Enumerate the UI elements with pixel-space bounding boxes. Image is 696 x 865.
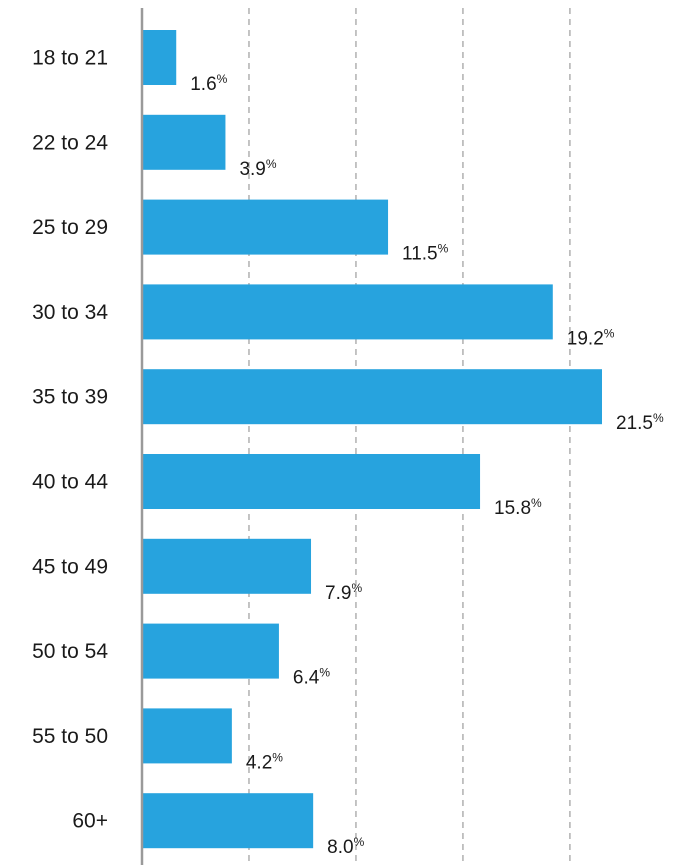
bar-4 — [142, 284, 553, 340]
value-number-9: 4.2 — [246, 752, 272, 773]
bar-7 — [142, 538, 312, 594]
value-number-6: 15.8 — [494, 498, 531, 519]
gridlines — [248, 8, 571, 865]
value-label-2: 3.9% — [239, 157, 276, 180]
labels: 18 to 21 1.6% 22 to 24 3.9% 25 to 29 11.5% 30 … — [32, 47, 664, 859]
value-number-7: 7.9 — [325, 583, 351, 604]
bar-6 — [142, 454, 481, 509]
percent-sign-3: % — [438, 242, 449, 256]
bar-2 — [142, 114, 226, 170]
value-number-2: 3.9 — [239, 159, 265, 180]
value-label-3: 11.5% — [402, 242, 449, 265]
bar-5 — [142, 369, 602, 425]
category-label-1: 18 to 21 — [32, 47, 108, 70]
percent-sign-6: % — [531, 496, 542, 510]
bar-3 — [142, 199, 389, 255]
value-number-5: 21.5 — [616, 413, 653, 434]
value-label-7: 7.9% — [325, 581, 362, 604]
category-label-2: 22 to 24 — [32, 131, 108, 154]
percent-sign-1: % — [217, 72, 228, 86]
category-label-8: 50 to 54 — [32, 640, 108, 663]
bar-1 — [142, 30, 177, 85]
value-label-10: 8.0% — [327, 835, 364, 858]
bar-8 — [142, 623, 279, 679]
category-label-6: 40 to 44 — [32, 471, 108, 494]
percent-sign-2: % — [266, 157, 277, 171]
value-label-6: 15.8% — [494, 496, 542, 519]
bar-9 — [142, 708, 232, 764]
value-number-1: 1.6 — [190, 74, 216, 95]
percent-sign-7: % — [351, 581, 362, 595]
value-number-3: 11.5 — [402, 244, 438, 265]
percent-sign-4: % — [604, 326, 615, 340]
category-label-9: 55 to 50 — [32, 725, 108, 748]
category-label-5: 35 to 39 — [32, 386, 108, 409]
category-label-3: 25 to 29 — [32, 216, 108, 239]
value-number-4: 19.2 — [567, 328, 604, 349]
category-label-7: 45 to 49 — [32, 555, 108, 578]
value-label-5: 21.5% — [616, 411, 664, 434]
value-label-1: 1.6% — [190, 72, 227, 95]
bar-10 — [142, 793, 314, 849]
percent-sign-8: % — [319, 666, 330, 680]
category-label-10: 60+ — [72, 810, 108, 833]
percent-sign-5: % — [653, 411, 664, 425]
percent-sign-9: % — [272, 750, 283, 764]
percent-sign-10: % — [354, 835, 365, 849]
value-label-9: 4.2% — [246, 750, 283, 773]
value-label-8: 6.4% — [293, 666, 330, 689]
value-number-8: 6.4 — [293, 668, 320, 689]
category-label-4: 30 to 34 — [32, 301, 108, 324]
value-label-4: 19.2% — [567, 326, 615, 349]
bars — [142, 30, 602, 849]
value-number-10: 8.0 — [327, 837, 353, 858]
